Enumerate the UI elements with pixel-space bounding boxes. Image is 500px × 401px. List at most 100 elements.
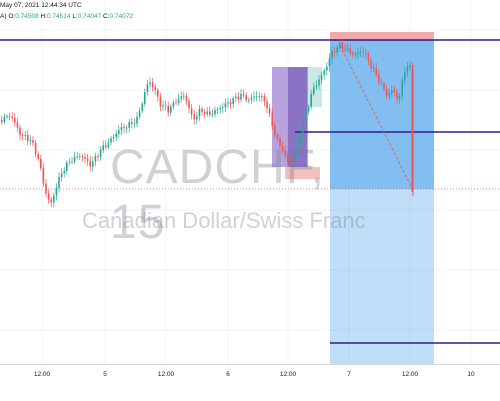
candle[interactable] xyxy=(349,44,351,56)
candle[interactable] xyxy=(136,111,138,127)
candle[interactable] xyxy=(284,145,286,159)
candle[interactable] xyxy=(185,93,188,106)
candle[interactable] xyxy=(245,92,247,103)
candle[interactable] xyxy=(336,44,338,57)
candle[interactable] xyxy=(365,48,367,59)
candle[interactable] xyxy=(177,93,180,106)
candle[interactable] xyxy=(24,130,26,141)
candle[interactable] xyxy=(60,168,63,182)
candle[interactable] xyxy=(68,158,71,166)
candle[interactable] xyxy=(112,134,115,142)
candle[interactable] xyxy=(344,44,346,53)
candle[interactable] xyxy=(14,112,16,127)
candle[interactable] xyxy=(45,178,47,198)
candle[interactable] xyxy=(170,103,172,116)
candle[interactable] xyxy=(294,146,297,165)
candle[interactable] xyxy=(271,108,273,130)
candle[interactable] xyxy=(84,153,86,164)
candle[interactable] xyxy=(302,114,305,138)
candle[interactable] xyxy=(222,102,224,113)
candle[interactable] xyxy=(406,62,409,77)
candle[interactable] xyxy=(8,112,11,121)
candle[interactable] xyxy=(32,135,34,147)
candle[interactable] xyxy=(237,91,240,104)
candle[interactable] xyxy=(331,46,333,64)
candle[interactable] xyxy=(97,153,99,162)
candle[interactable] xyxy=(253,91,255,102)
candle[interactable] xyxy=(123,123,125,134)
candle[interactable] xyxy=(131,117,133,129)
candle[interactable] xyxy=(281,141,284,154)
candle[interactable] xyxy=(255,91,258,102)
candle[interactable] xyxy=(138,107,141,120)
candle[interactable] xyxy=(378,69,380,86)
candle[interactable] xyxy=(128,118,130,133)
candle[interactable] xyxy=(42,163,45,187)
candle[interactable] xyxy=(383,81,385,92)
candle[interactable] xyxy=(27,130,29,146)
candle[interactable] xyxy=(193,109,195,125)
candle[interactable] xyxy=(11,111,13,122)
candle[interactable] xyxy=(263,93,266,107)
candle[interactable] xyxy=(172,99,175,110)
candle[interactable] xyxy=(133,118,136,128)
candle[interactable] xyxy=(190,104,193,120)
candle[interactable] xyxy=(63,167,65,178)
candle[interactable] xyxy=(37,151,39,162)
candle[interactable] xyxy=(227,97,229,109)
candle[interactable] xyxy=(266,97,268,114)
candle[interactable] xyxy=(203,108,206,118)
candle[interactable] xyxy=(99,145,102,161)
candle[interactable] xyxy=(250,93,253,104)
candle[interactable] xyxy=(144,88,146,107)
candle[interactable] xyxy=(287,150,289,167)
candle[interactable] xyxy=(16,118,19,133)
candle[interactable] xyxy=(115,129,117,142)
candle[interactable] xyxy=(310,90,312,110)
candle[interactable] xyxy=(73,151,76,164)
candle[interactable] xyxy=(328,53,331,72)
candle[interactable] xyxy=(398,93,401,104)
candle[interactable] xyxy=(352,50,354,58)
candle[interactable] xyxy=(370,56,372,73)
candle[interactable] xyxy=(339,39,341,52)
candle[interactable] xyxy=(219,104,221,114)
candle[interactable] xyxy=(102,140,104,154)
candle[interactable] xyxy=(76,151,78,160)
candle[interactable] xyxy=(313,82,315,97)
candle[interactable] xyxy=(391,85,393,98)
candle[interactable] xyxy=(92,157,94,172)
candle[interactable] xyxy=(320,71,323,84)
candle[interactable] xyxy=(58,172,60,193)
candle[interactable] xyxy=(164,100,167,111)
candle[interactable] xyxy=(326,62,328,76)
candle[interactable] xyxy=(261,93,263,102)
candle[interactable] xyxy=(1,115,3,125)
candle[interactable] xyxy=(305,108,307,124)
candle[interactable] xyxy=(401,76,403,101)
candle[interactable] xyxy=(151,77,154,92)
candle[interactable] xyxy=(40,154,42,171)
candle[interactable] xyxy=(154,83,156,95)
candle[interactable] xyxy=(201,106,203,117)
candle[interactable] xyxy=(274,122,276,138)
candle[interactable] xyxy=(79,152,81,161)
candle[interactable] xyxy=(162,100,164,112)
candle[interactable] xyxy=(110,135,112,146)
candle[interactable] xyxy=(268,103,271,118)
candle[interactable] xyxy=(86,153,89,166)
candle[interactable] xyxy=(279,135,281,149)
candle[interactable] xyxy=(216,107,219,114)
candle[interactable] xyxy=(396,88,398,104)
candle[interactable] xyxy=(50,197,52,208)
candle[interactable] xyxy=(235,92,237,103)
candle[interactable] xyxy=(159,92,162,112)
candle[interactable] xyxy=(248,97,250,104)
candle[interactable] xyxy=(125,125,128,134)
candle[interactable] xyxy=(53,192,55,208)
candle[interactable] xyxy=(367,51,370,66)
candle[interactable] xyxy=(359,46,362,57)
candle[interactable] xyxy=(333,47,336,58)
candle[interactable] xyxy=(157,87,159,102)
candle[interactable] xyxy=(180,91,182,103)
